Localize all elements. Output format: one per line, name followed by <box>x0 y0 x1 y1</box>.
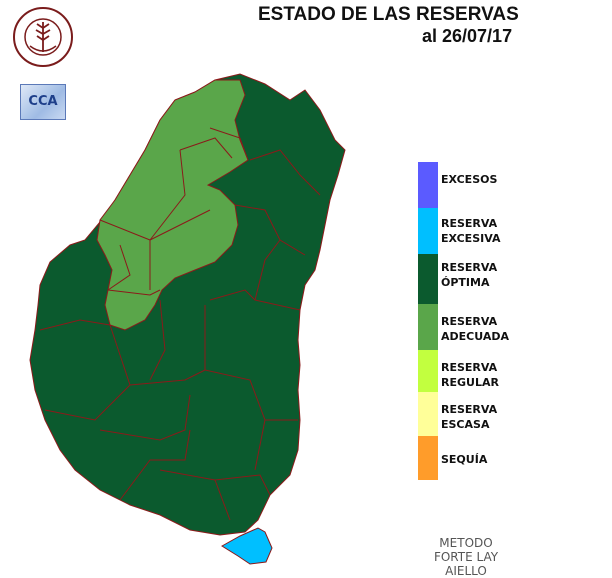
legend-item-excesos: EXCESOS <box>418 162 578 208</box>
legend-swatch-reserva-regular <box>418 350 438 396</box>
page-subtitle-date: al 26/07/17 <box>422 26 513 46</box>
legend-swatch-reserva-optima <box>418 254 438 304</box>
map-region-excesiva <box>221 527 273 565</box>
legend-label-reserva-regular: RESERVA REGULAR <box>441 361 499 389</box>
cca-logo-text: CCA <box>28 94 58 109</box>
legend-label-reserva-optima: RESERVA ÓPTIMA <box>441 261 498 289</box>
legend-label-excesos: EXCESOS <box>441 173 498 186</box>
legend-label-sequia: SEQUÍA <box>441 453 488 466</box>
legend-swatch-reserva-adecuada <box>418 304 438 350</box>
legend-item-sequia: SEQUÍA <box>418 436 578 482</box>
legend-item-reserva-excesiva: RESERVA EXCESIVA <box>418 208 578 254</box>
legend-item-reserva-optima: RESERVA ÓPTIMA <box>418 254 578 304</box>
legend-item-reserva-regular: RESERVA REGULAR <box>418 350 578 396</box>
legend-label-reserva-excesiva: RESERVA EXCESIVA <box>441 217 501 245</box>
legend-label-reserva-escasa: RESERVA ESCASA <box>441 403 498 431</box>
bolsa-cereales-seal-logo <box>13 7 73 67</box>
page-title: ESTADO DE LAS RESERVAS <box>258 4 519 25</box>
cca-logo: CCA <box>20 84 66 120</box>
legend-swatch-excesos <box>418 162 438 208</box>
legend-swatch-sequia <box>418 436 438 480</box>
legend-label-reserva-adecuada: RESERVA ADECUADA <box>441 315 509 343</box>
legend-swatch-reserva-escasa <box>418 392 438 436</box>
legend-item-reserva-escasa: RESERVA ESCASA <box>418 392 578 438</box>
legend-swatch-reserva-excesiva <box>418 208 438 254</box>
method-note: METODO FORTE LAY AIELLO <box>433 536 499 578</box>
department-borders <box>39 127 321 521</box>
legend-item-reserva-adecuada: RESERVA ADECUADA <box>418 304 578 350</box>
